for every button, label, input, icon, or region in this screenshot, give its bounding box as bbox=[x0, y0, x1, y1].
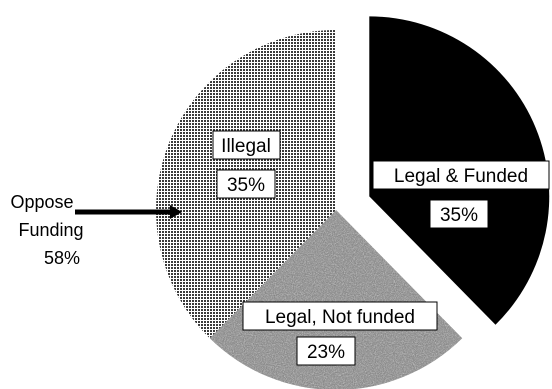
callout-arrow-head bbox=[170, 205, 182, 219]
slice-value-illegal: 35% bbox=[227, 175, 265, 196]
slice-name-legal-not-funded: Legal, Not funded bbox=[265, 307, 415, 328]
slice-value-legal-not-funded: 23% bbox=[307, 342, 345, 363]
slice-label-legal-funded: Legal & Funded 35% bbox=[372, 160, 550, 229]
callout-line-1: Oppose bbox=[10, 192, 73, 212]
slice-value-legal-funded: 35% bbox=[440, 205, 478, 226]
callout-line-2: Funding bbox=[18, 220, 83, 240]
slice-name-illegal: Illegal bbox=[221, 136, 271, 157]
slice-label-illegal: Illegal 35% bbox=[212, 130, 281, 199]
callout-line-3: 58% bbox=[44, 248, 80, 268]
slice-label-legal-not-funded: Legal, Not funded 23% bbox=[242, 301, 438, 366]
slice-name-legal-funded: Legal & Funded bbox=[394, 166, 528, 187]
oppose-funding-callout: Oppose Funding 58% bbox=[10, 192, 83, 268]
